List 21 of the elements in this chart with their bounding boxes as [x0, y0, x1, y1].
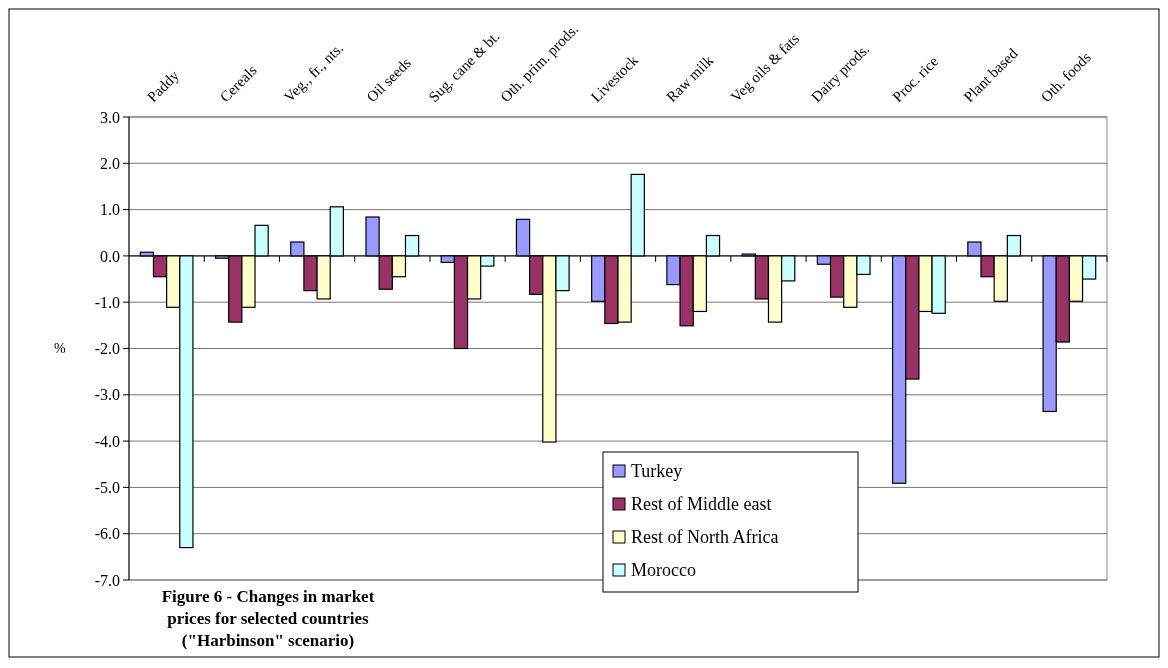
x-tick-label: Raw milk [663, 51, 717, 106]
legend-label: Morocco [631, 560, 696, 581]
y-tick-label: 2.0 [100, 154, 120, 172]
y-tick-label: 1.0 [100, 201, 120, 219]
legend-label: Turkey [631, 461, 683, 482]
y-tick-label: -7.0 [94, 571, 120, 589]
y-tick-label: -5.0 [94, 479, 120, 496]
x-tick-label: Proc. rice [889, 52, 942, 106]
y-tick-label: -2.0 [94, 340, 120, 358]
x-tick-label: Veg., fr., nts. [280, 39, 347, 106]
y-axis-title: % [54, 341, 66, 357]
y-tick-label: -3.0 [94, 386, 120, 404]
y-tick-label: -1.0 [94, 293, 120, 311]
legend-label: Rest of Middle east [631, 494, 772, 515]
legend-label: Rest of North Africa [631, 527, 779, 548]
y-tick-label: -6.0 [94, 525, 120, 543]
y-tick-label: 0.0 [100, 247, 120, 265]
y-tick-label: -4.0 [94, 432, 120, 450]
y-tick-label: 3.0 [100, 108, 120, 126]
x-tick-label: Veg oils & fats [727, 30, 803, 106]
text: Figure 6 - Changes in market prices for selected countries ("Harbinson" scenario) [161, 587, 375, 650]
